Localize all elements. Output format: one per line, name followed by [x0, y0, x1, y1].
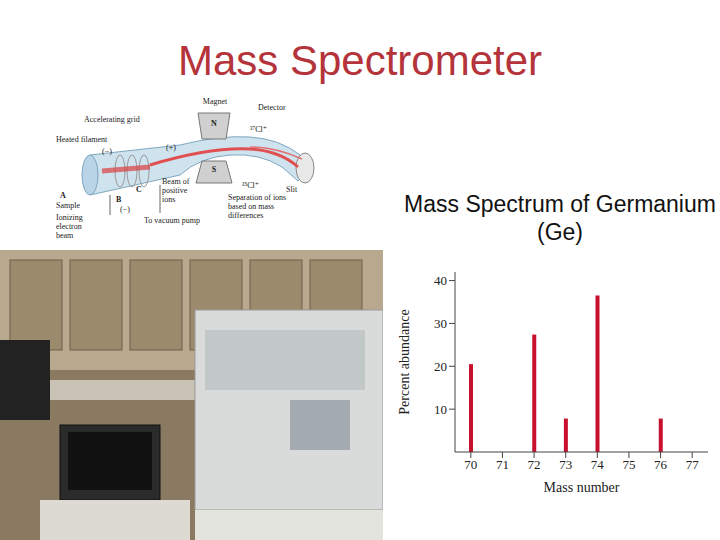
svg-text:40: 40: [434, 273, 447, 288]
svg-text:30: 30: [434, 316, 447, 331]
svg-text:77: 77: [686, 457, 700, 472]
html-text:N: N: [211, 119, 217, 128]
html-text:³⁵Cl⁺: ³⁵Cl⁺: [242, 181, 259, 190]
html-text:Mass Spectrometer: Mass Spectrometer: [177, 37, 543, 84]
svg-text:Percent abundance: Percent abundance: [397, 309, 412, 414]
html-text:A: A: [60, 191, 66, 200]
html-text:To vacuum pump: To vacuum pump: [144, 216, 200, 225]
html-text:Accelerating grid: Accelerating grid: [84, 115, 140, 124]
html-text:Mass Spectrum of Germanium (Ge: Mass Spectrum of Germanium (Ge): [404, 191, 716, 245]
svg-text:72: 72: [528, 457, 541, 472]
svg-text:74: 74: [591, 457, 605, 472]
html-text:Magnet: Magnet: [202, 97, 228, 106]
html-text:C: C: [136, 185, 142, 194]
html-text:B: B: [116, 195, 122, 204]
html-text:Ionizing electron beam: Ionizing electron beam: [56, 213, 83, 240]
html-text:³⁷Cl⁺: ³⁷Cl⁺: [250, 125, 267, 134]
html-text:Sample: Sample: [56, 201, 80, 210]
html-text:Slit: Slit: [286, 185, 298, 194]
svg-text:71: 71: [496, 457, 509, 472]
html-text:Heated filament: Heated filament: [56, 135, 108, 144]
svg-text:76: 76: [654, 457, 668, 472]
svg-text:75: 75: [622, 457, 635, 472]
html-text:Separation of ions based on ma: Separation of ions based on mass differe…: [228, 193, 287, 220]
svg-text:10: 10: [434, 402, 447, 417]
svg-text:70: 70: [464, 457, 477, 472]
html-text:Beam of positive ions: Beam of positive ions: [162, 177, 190, 204]
html-text:Detector: Detector: [258, 103, 286, 112]
svg-text:73: 73: [559, 457, 572, 472]
svg-text:20: 20: [434, 359, 447, 374]
svg-text:Mass number: Mass number: [544, 480, 620, 494]
html-text:S: S: [211, 165, 217, 174]
